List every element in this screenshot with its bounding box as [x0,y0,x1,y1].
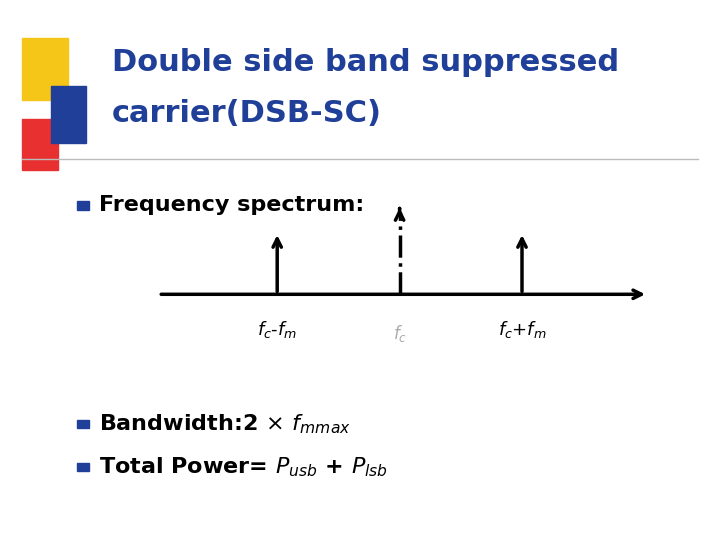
Text: Total Power= $P_{usb}$ + $P_{lsb}$: Total Power= $P_{usb}$ + $P_{lsb}$ [99,455,388,479]
Bar [22,38,68,100]
Text: $f_c$-$f_m$: $f_c$-$f_m$ [257,319,297,340]
Bar [77,201,89,210]
Bar [77,420,89,428]
Bar [22,119,58,170]
Bar [51,86,86,143]
Text: carrier(DSB-SC): carrier(DSB-SC) [112,99,382,128]
Text: Frequency spectrum:: Frequency spectrum: [99,195,364,215]
Text: $f_c$: $f_c$ [392,323,407,344]
Text: Bandwidth:2 $\times$ $f_{mmax}$: Bandwidth:2 $\times$ $f_{mmax}$ [99,412,351,436]
Text: $f_c$+$f_m$: $f_c$+$f_m$ [498,319,546,340]
Bar [77,463,89,471]
Text: Double side band suppressed: Double side band suppressed [112,48,618,77]
